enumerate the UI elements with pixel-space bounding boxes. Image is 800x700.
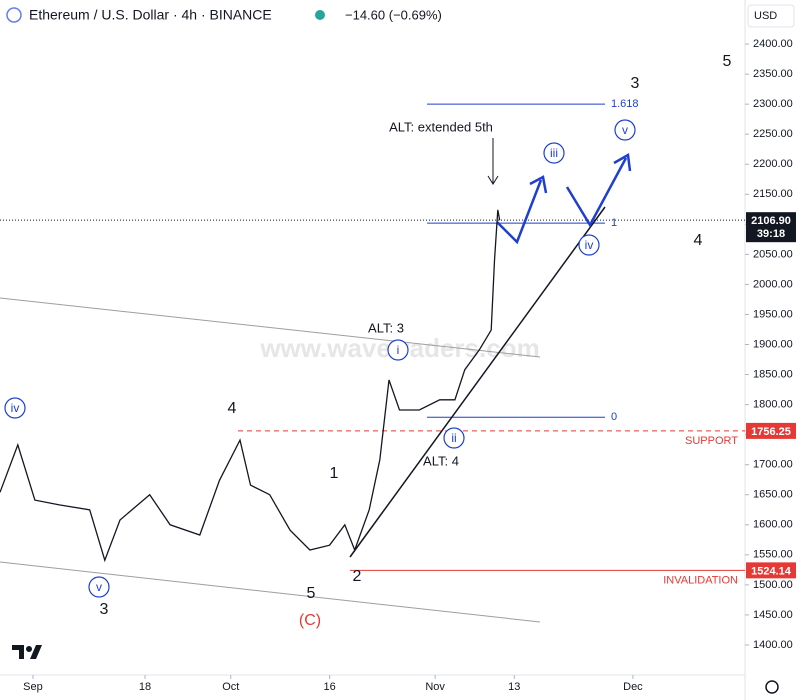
wave-label: (C): [299, 612, 321, 629]
y-tick-label: 1800.00: [753, 399, 793, 411]
wave-label: v: [96, 580, 102, 594]
wave-label: ii: [451, 431, 456, 445]
y-tick-label: 1400.00: [753, 639, 793, 651]
settings-button[interactable]: [765, 680, 779, 694]
trend-line: [349, 206, 606, 558]
level-price: 1524.14: [751, 565, 792, 577]
y-tick-label: 2250.00: [753, 128, 793, 140]
wave-label: iv: [585, 238, 594, 252]
wave-circle: [387, 339, 409, 361]
arrow-head: [487, 175, 499, 185]
alt-label: ALT: extended 5th: [389, 119, 493, 134]
y-tick-label: 1850.00: [753, 368, 793, 380]
wave-label: 5: [723, 53, 732, 70]
tv-logo: [12, 645, 42, 659]
wave-circle: [543, 142, 565, 164]
currency[interactable]: USD: [754, 10, 777, 22]
logo-part: [26, 646, 32, 652]
wave-label: 5: [307, 585, 316, 602]
alt-label: ALT: 4: [423, 453, 459, 468]
y-tick-label: 2400.00: [753, 38, 793, 50]
price-change: −14.60 (−0.69%): [345, 7, 442, 22]
wave-label: 3: [100, 601, 109, 618]
x-tick-label: 16: [324, 681, 336, 693]
level-price: 1756.25: [751, 426, 791, 438]
current-price-label: 2106.90: [751, 215, 791, 227]
y-tick-label: 1650.00: [753, 489, 793, 501]
x-tick-label: Dec: [623, 681, 643, 693]
wave-label: 4: [228, 400, 237, 417]
y-tick-label: 1950.00: [753, 308, 793, 320]
y-tick-label: 1600.00: [753, 519, 793, 531]
logo-part: [12, 645, 24, 659]
y-tick-label: 2150.00: [753, 188, 793, 200]
y-tick-label: 2050.00: [753, 248, 793, 260]
projection-arrow: [496, 179, 543, 245]
projection-arrows: [496, 152, 632, 245]
header: Ethereum / U.S. Dollar · 4h · BINANCE −1…: [6, 4, 795, 28]
wave-circle: [88, 576, 110, 598]
wave-label: 4: [694, 232, 703, 249]
wave-circle: [578, 234, 600, 256]
wave-circle: [4, 397, 26, 419]
logo-part: [30, 645, 42, 659]
y-tick-label: 1900.00: [753, 338, 793, 350]
wave-label: 2: [353, 568, 362, 585]
symbol-title: Ethereum / U.S. Dollar · 4h · BINANCE: [29, 7, 272, 23]
y-tick-label: 1700.00: [753, 459, 793, 471]
pointer-arrow: [487, 138, 499, 185]
channel-line: [0, 561, 541, 623]
level-tag: [746, 562, 796, 579]
status-dot: [315, 10, 325, 20]
level-name: INVALIDATION: [663, 574, 738, 586]
fib-ratio: 1.618: [611, 98, 639, 110]
currency-button[interactable]: [747, 4, 795, 28]
x-tick-label: Sep: [23, 681, 43, 693]
wave-label: iii: [550, 146, 558, 160]
wave-circle: [443, 427, 465, 449]
x-tick-label: 18: [139, 681, 151, 693]
wave-label: i: [397, 343, 400, 357]
symbol-icon: [6, 7, 22, 23]
wave-label: 1: [330, 465, 339, 482]
level-tag: [746, 422, 796, 439]
projection-arrow: [565, 157, 628, 228]
fib-ratio: 1: [611, 217, 617, 229]
wave-label: v: [622, 123, 628, 137]
x-tick-label: 13: [508, 681, 520, 693]
countdown: 39:18: [757, 228, 785, 240]
y-tick-label: 2300.00: [753, 98, 793, 110]
channel-line: [0, 297, 541, 358]
wave-circle: [614, 119, 636, 141]
wave-label: iv: [11, 401, 20, 415]
x-tick-label: Nov: [425, 681, 445, 693]
y-tick-label: 1550.00: [753, 549, 793, 561]
y-tick-label: 2350.00: [753, 68, 793, 80]
level-name: SUPPORT: [685, 435, 738, 447]
fib-ratio: 0: [611, 411, 617, 423]
price-line: [0, 209, 501, 563]
arrow-head: [613, 152, 632, 172]
x-tick-label: Oct: [222, 681, 239, 693]
current-price-tag: [746, 212, 796, 243]
y-tick-label: 1450.00: [753, 609, 793, 621]
y-tick-label: 1500.00: [753, 579, 793, 591]
y-tick-label: 2200.00: [753, 158, 793, 170]
y-tick-label: 2000.00: [753, 278, 793, 290]
alt-label: ALT: 3: [368, 320, 404, 335]
arrow-head: [529, 175, 548, 194]
wave-label: 3: [631, 75, 640, 92]
